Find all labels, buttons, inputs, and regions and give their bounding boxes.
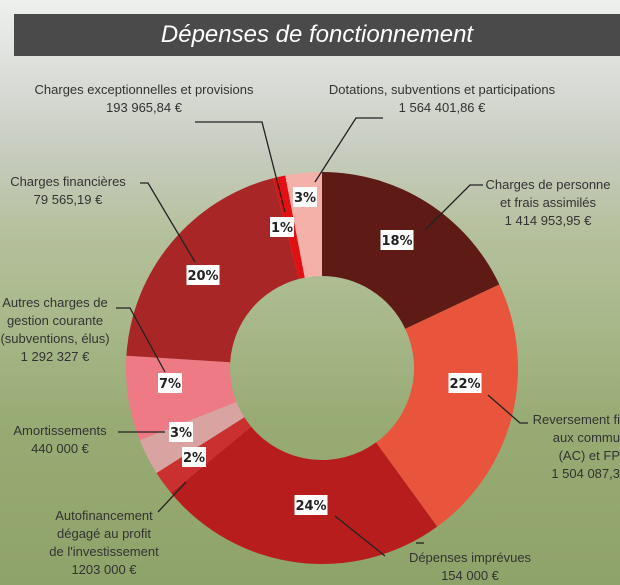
value-label-box	[294, 495, 328, 515]
value-label: 22%	[448, 373, 482, 393]
category-name: Amortissements	[13, 423, 107, 438]
category-amount: 193 965,84 €	[106, 100, 182, 115]
category-label: Dépenses imprévues 154 000 €	[400, 549, 540, 585]
category-amount: 440 000 €	[31, 441, 89, 456]
value-label: 1%	[270, 217, 294, 237]
category-amount: 154 000 €	[441, 568, 499, 583]
value-label-text: 22%	[449, 377, 480, 392]
category-name: Charges de personne et frais assimilés	[485, 177, 611, 210]
category-amount: 1203 000 €	[71, 562, 137, 577]
leader-line	[116, 307, 166, 373]
title-bar	[14, 14, 620, 56]
category-name: Dotations, subventions et participations	[328, 82, 556, 97]
donut-segment	[376, 284, 518, 527]
value-label-box	[380, 230, 414, 250]
category-name: Dépenses imprévues	[408, 550, 532, 565]
category-name: Autres charges de gestion courante (subv…	[0, 295, 110, 346]
category-label: Amortissements 440 000 €	[0, 422, 120, 458]
category-label: Autres charges de gestion courante (subv…	[0, 294, 125, 366]
category-amount: 1 504 087,3	[551, 466, 620, 481]
category-amount: 79 565,19 €	[33, 192, 103, 207]
value-label: 3%	[169, 422, 193, 442]
category-label: Charges financières 79 565,19 €	[0, 173, 136, 209]
value-label-text: 3%	[170, 426, 192, 441]
category-amount: 1 414 953,95 €	[504, 213, 592, 228]
category-name: Autofinancement dégagé au profit de l'in…	[49, 508, 159, 559]
category-label: Reversement fi aux commu (AC) et FP 1 504…	[480, 411, 620, 483]
category-name: Reversement fi aux commu (AC) et FP	[532, 412, 620, 463]
value-label: 2%	[182, 447, 206, 467]
leader-lines	[116, 117, 528, 557]
value-label-box	[186, 265, 220, 285]
donut-segment	[322, 172, 500, 329]
value-label-text: 7%	[159, 377, 181, 392]
value-label-text: 18%	[381, 234, 412, 249]
value-label-text: 3%	[294, 191, 316, 206]
category-amount: 1 292 327 €	[20, 349, 90, 364]
value-label-box	[270, 217, 294, 237]
category-label: Charges exceptionnelles et provisions 193…	[14, 81, 274, 117]
leader-line	[157, 481, 187, 513]
value-label-box	[182, 447, 206, 467]
leader-line	[424, 184, 483, 231]
value-label-text: 2%	[183, 451, 205, 466]
category-label: Dotations, subventions et participations…	[302, 81, 582, 117]
value-label-box	[169, 422, 193, 442]
category-amount: 1 564 401,86 €	[398, 100, 486, 115]
value-label: 18%	[380, 230, 414, 250]
value-label: 3%	[293, 187, 317, 207]
value-label-box	[293, 187, 317, 207]
value-label-text: 1%	[271, 221, 293, 236]
category-label: Charges de personne et frais assimilés 1 …	[470, 176, 620, 230]
chart-title: Dépenses de fonctionnement	[160, 21, 474, 48]
category-name: Charges financières	[10, 174, 126, 189]
leader-line	[140, 182, 196, 263]
value-label: 7%	[158, 373, 182, 393]
value-label-box	[448, 373, 482, 393]
value-label: 20%	[186, 265, 220, 285]
category-name: Charges exceptionnelles et provisions	[34, 82, 254, 97]
value-label: 24%	[294, 495, 328, 515]
category-label: Autofinancement dégagé au profit de l'in…	[24, 507, 184, 579]
value-label-box	[158, 373, 182, 393]
value-label-text: 24%	[295, 499, 326, 514]
donut-segment	[126, 355, 237, 441]
leader-line	[334, 515, 386, 557]
leader-line	[195, 121, 286, 213]
value-label-text: 20%	[187, 269, 218, 284]
leader-line	[314, 117, 383, 183]
leader-line	[487, 394, 528, 424]
